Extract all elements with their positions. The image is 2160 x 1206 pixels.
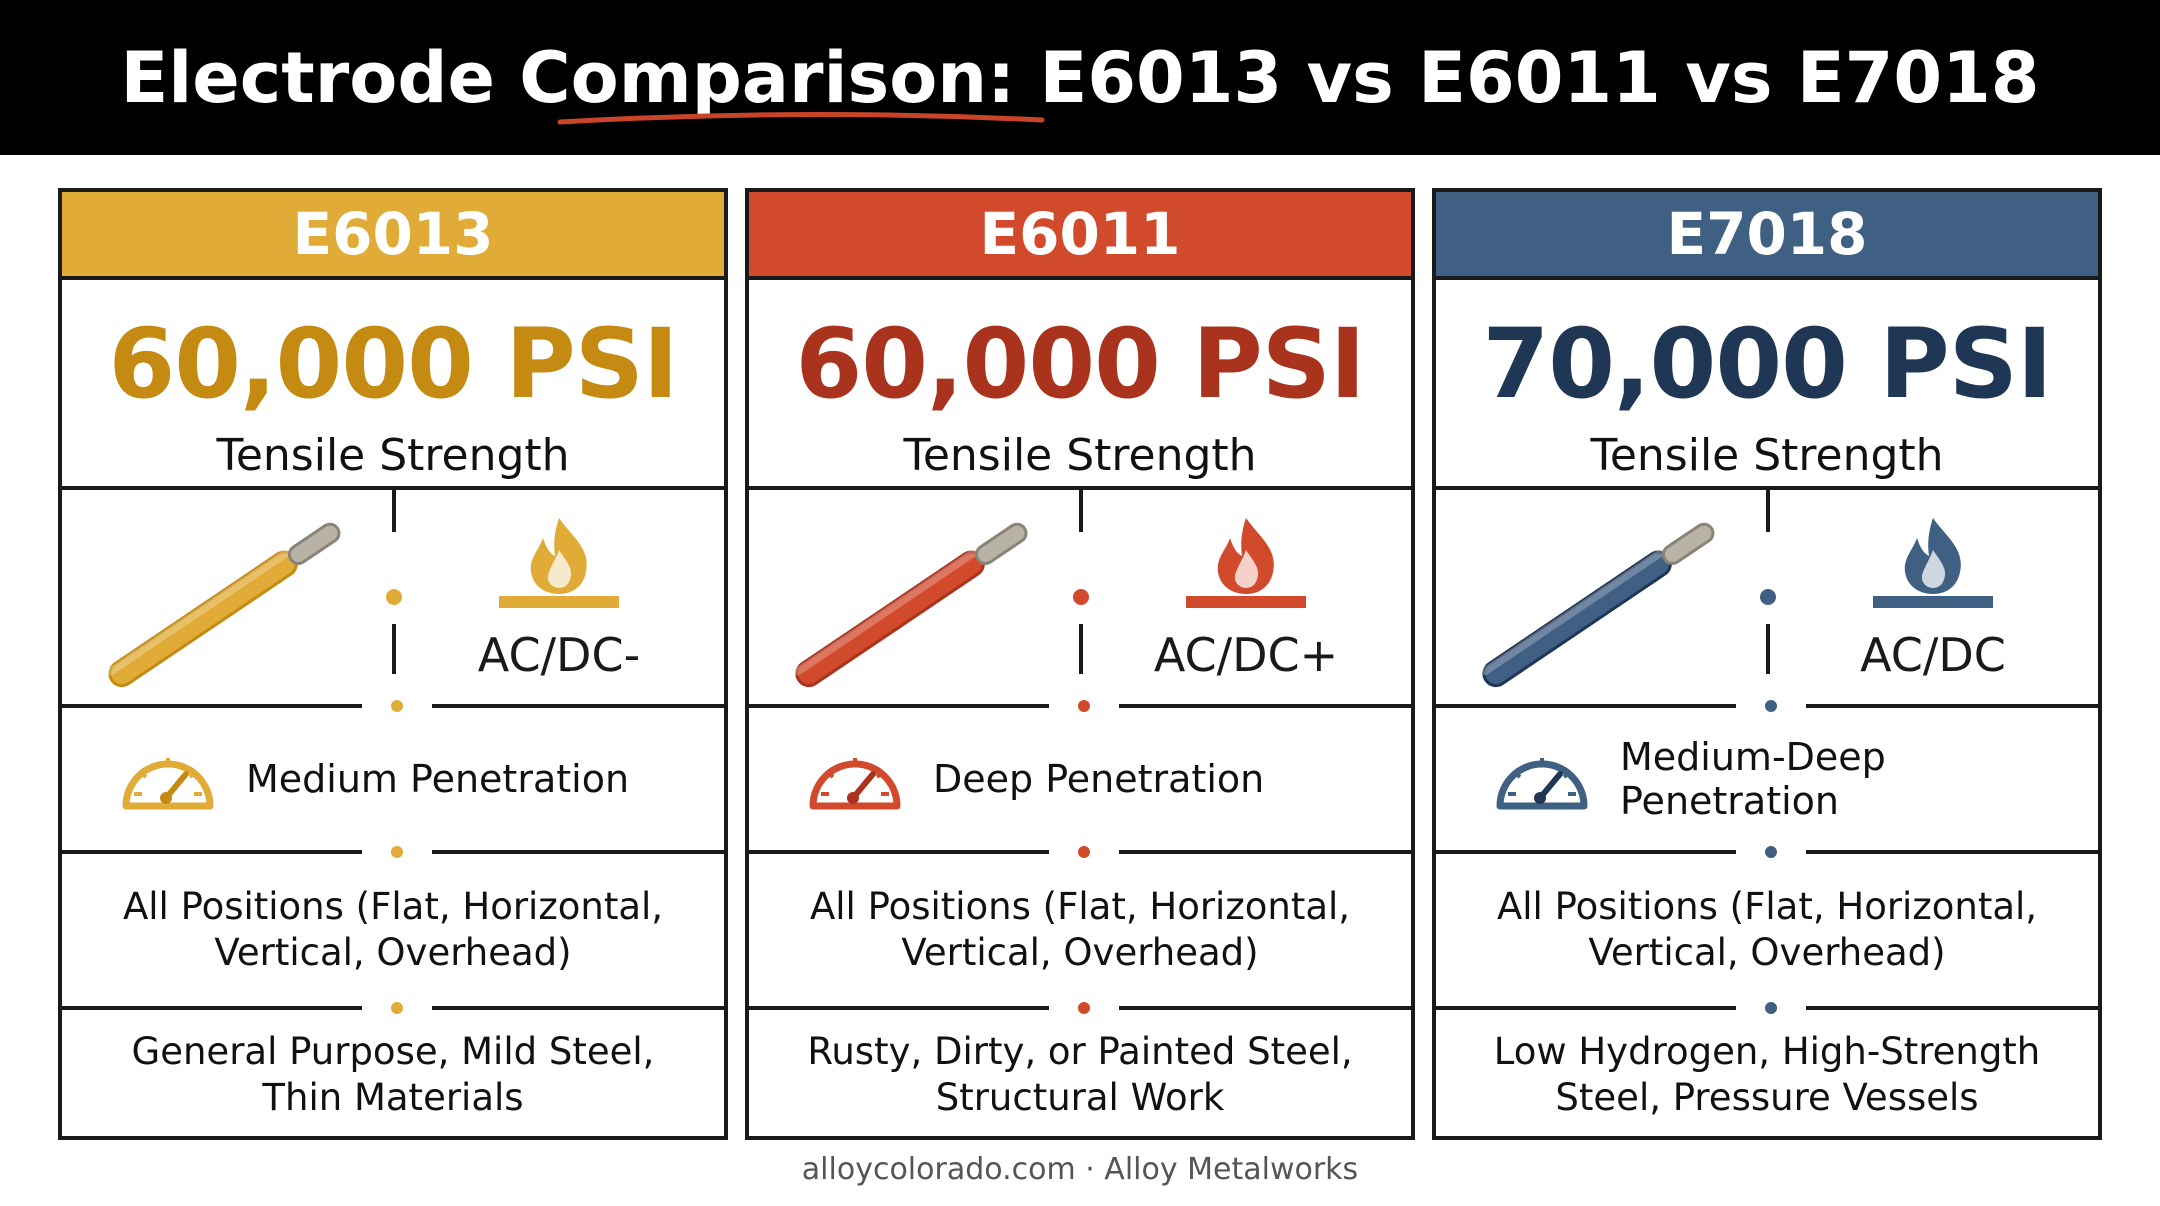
electrode-rod-icon	[62, 490, 394, 704]
tensile-label: Tensile Strength	[216, 430, 570, 481]
penetration-row: Medium Penetration	[62, 708, 724, 862]
current-cell: AC/DC	[1768, 490, 2098, 704]
vertical-divider	[386, 490, 402, 704]
penetration-label: Medium-Deep Penetration	[1620, 735, 1886, 823]
gauge-icon	[1494, 742, 1590, 816]
card-header: E6013	[62, 192, 724, 280]
flame-icon	[1871, 514, 1995, 618]
separator-dot	[1761, 696, 1781, 716]
tensile-label: Tensile Strength	[1590, 430, 1944, 481]
penetration-row: Deep Penetration	[749, 708, 1411, 862]
separator-dot	[1074, 998, 1094, 1018]
card-header: E6011	[749, 192, 1411, 280]
uses-line-1: Low Hydrogen, High-Strength	[1493, 1030, 2041, 1073]
uses-row: General Purpose, Mild Steel, Thin Materi…	[62, 1010, 724, 1140]
footer-credit: alloycolorado.com · Alloy Metalworks	[801, 1152, 1359, 1187]
positions-line-2: Vertical, Overhead)	[1588, 931, 1946, 974]
positions-line-1: All Positions (Flat, Horizontal,	[122, 885, 664, 928]
strength-row: 60,000 PSI Tensile Strength	[62, 280, 724, 490]
vertical-divider	[1760, 490, 1776, 704]
flame-icon	[1184, 514, 1308, 618]
current-type: AC/DC-	[477, 628, 641, 682]
strength-row: 70,000 PSI Tensile Strength	[1436, 280, 2098, 490]
title-bar: Electrode Comparison: E6013 vs E6011 vs …	[0, 0, 2160, 155]
penetration-label: Medium Penetration	[246, 757, 630, 801]
separator-dot	[1074, 696, 1094, 716]
separator-dot	[387, 998, 407, 1018]
current-type: AC/DC	[1860, 628, 2006, 682]
separator-dot	[1074, 842, 1094, 862]
positions-row: All Positions (Flat, Horizontal, Vertica…	[62, 854, 724, 1018]
rod-current-row: AC/DC+	[749, 490, 1411, 716]
uses-row: Low Hydrogen, High-Strength Steel, Press…	[1436, 1010, 2098, 1140]
rod-current-row: AC/DC-	[62, 490, 724, 716]
electrode-rod-icon	[749, 490, 1081, 704]
electrode-card: E6011 60,000 PSI Tensile Strength AC/DC+…	[745, 188, 1415, 1140]
positions-line-2: Vertical, Overhead)	[214, 931, 572, 974]
uses-row: Rusty, Dirty, or Painted Steel, Structur…	[749, 1010, 1411, 1140]
tensile-value: 70,000 PSI	[1482, 308, 2052, 420]
positions-line-1: All Positions (Flat, Horizontal,	[1496, 885, 2038, 928]
electrode-card: E6013 60,000 PSI Tensile Strength AC/DC-…	[58, 188, 728, 1140]
strength-row: 60,000 PSI Tensile Strength	[749, 280, 1411, 490]
uses-line-2: Structural Work	[935, 1076, 1225, 1119]
vertical-divider	[1073, 490, 1089, 704]
uses-line-1: General Purpose, Mild Steel,	[131, 1030, 655, 1073]
page-title: Electrode Comparison: E6013 vs E6011 vs …	[120, 36, 2040, 119]
gauge-icon	[807, 742, 903, 816]
positions-row: All Positions (Flat, Horizontal, Vertica…	[749, 854, 1411, 1018]
penetration-row: Medium-Deep Penetration	[1436, 708, 2098, 862]
tensile-value: 60,000 PSI	[108, 308, 678, 420]
positions-line-1: All Positions (Flat, Horizontal,	[809, 885, 1351, 928]
tensile-label: Tensile Strength	[903, 430, 1257, 481]
penetration-label: Deep Penetration	[933, 757, 1265, 801]
uses-line-2: Steel, Pressure Vessels	[1555, 1076, 1979, 1119]
current-cell: AC/DC-	[394, 490, 724, 704]
tensile-value: 60,000 PSI	[795, 308, 1365, 420]
uses-line-1: Rusty, Dirty, or Painted Steel,	[807, 1030, 1353, 1073]
card-header: E7018	[1436, 192, 2098, 280]
comparison-cards: E6013 60,000 PSI Tensile Strength AC/DC-…	[58, 188, 2102, 1140]
separator-dot	[1761, 842, 1781, 862]
positions-line-2: Vertical, Overhead)	[901, 931, 1259, 974]
separator-dot	[1761, 998, 1781, 1018]
current-type: AC/DC+	[1153, 628, 1339, 682]
electrode-card: E7018 70,000 PSI Tensile Strength AC/DC …	[1432, 188, 2102, 1140]
separator-dot	[387, 696, 407, 716]
electrode-rod-icon	[1436, 490, 1768, 704]
uses-line-2: Thin Materials	[262, 1076, 524, 1119]
positions-row: All Positions (Flat, Horizontal, Vertica…	[1436, 854, 2098, 1018]
rod-current-row: AC/DC	[1436, 490, 2098, 716]
flame-icon	[497, 514, 621, 618]
title-underline	[557, 111, 1045, 125]
separator-dot	[387, 842, 407, 862]
current-cell: AC/DC+	[1081, 490, 1411, 704]
gauge-icon	[120, 742, 216, 816]
